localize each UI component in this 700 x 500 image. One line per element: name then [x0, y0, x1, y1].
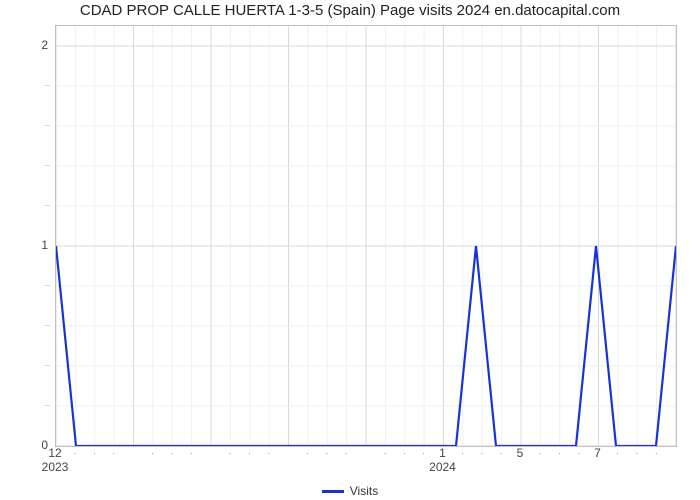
x-axis-minor-tick: .: [403, 447, 404, 451]
y-axis-minor-tick: [44, 405, 50, 407]
x-axis-minor-tick: .: [229, 447, 230, 451]
y-axis-minor-tick: [44, 125, 50, 127]
y-axis-minor-tick: [44, 285, 50, 287]
x-axis-minor-tick: .: [558, 447, 559, 451]
plot-area: [55, 25, 677, 447]
legend-swatch: [322, 490, 344, 493]
x-axis-secondary-label: 2023: [42, 460, 69, 474]
x-axis-minor-tick: .: [461, 447, 462, 451]
plot-svg: [56, 26, 676, 446]
y-axis-tick-label: 1: [41, 238, 48, 252]
x-axis-tick-label: 1: [439, 446, 446, 460]
x-axis-minor-tick: .: [113, 447, 114, 451]
y-axis-minor-tick: [44, 85, 50, 87]
x-axis-minor-tick: .: [655, 447, 656, 451]
x-axis-minor-tick: .: [481, 447, 482, 451]
x-axis-minor-tick: .: [74, 447, 75, 451]
y-axis-minor-tick: [44, 325, 50, 327]
y-axis-tick-label: 2: [41, 38, 48, 52]
x-axis-minor-tick: .: [616, 447, 617, 451]
chart-title: CDAD PROP CALLE HUERTA 1-3-5 (Spain) Pag…: [0, 2, 700, 19]
legend-label: Visits: [350, 484, 378, 498]
y-axis-minor-tick: [44, 365, 50, 367]
x-axis-minor-tick: .: [345, 447, 346, 451]
x-axis-minor-tick: .: [268, 447, 269, 451]
x-axis-minor-tick: .: [578, 447, 579, 451]
x-axis-minor-tick: .: [151, 447, 152, 451]
x-axis-minor-tick: .: [326, 447, 327, 451]
x-axis-minor-tick: .: [539, 447, 540, 451]
x-axis-minor-tick: .: [384, 447, 385, 451]
y-axis-minor-tick: [44, 165, 50, 167]
x-axis-minor-tick: .: [636, 447, 637, 451]
x-axis-minor-tick: .: [190, 447, 191, 451]
legend: Visits: [0, 484, 700, 498]
x-axis-tick-label: 12: [48, 446, 61, 460]
x-axis-minor-tick: .: [248, 447, 249, 451]
x-axis-minor-tick: .: [93, 447, 94, 451]
y-axis-minor-tick: [44, 205, 50, 207]
x-axis-minor-tick: .: [306, 447, 307, 451]
x-axis-minor-tick: .: [171, 447, 172, 451]
x-axis-tick-label: 7: [594, 446, 601, 460]
chart-container: CDAD PROP CALLE HUERTA 1-3-5 (Spain) Pag…: [0, 0, 700, 500]
x-axis-minor-tick: .: [423, 447, 424, 451]
x-axis-secondary-label: 2024: [429, 460, 456, 474]
x-axis-minor-tick: .: [500, 447, 501, 451]
y-axis-tick-label: 0: [41, 438, 48, 452]
x-axis-tick-label: 5: [517, 446, 524, 460]
